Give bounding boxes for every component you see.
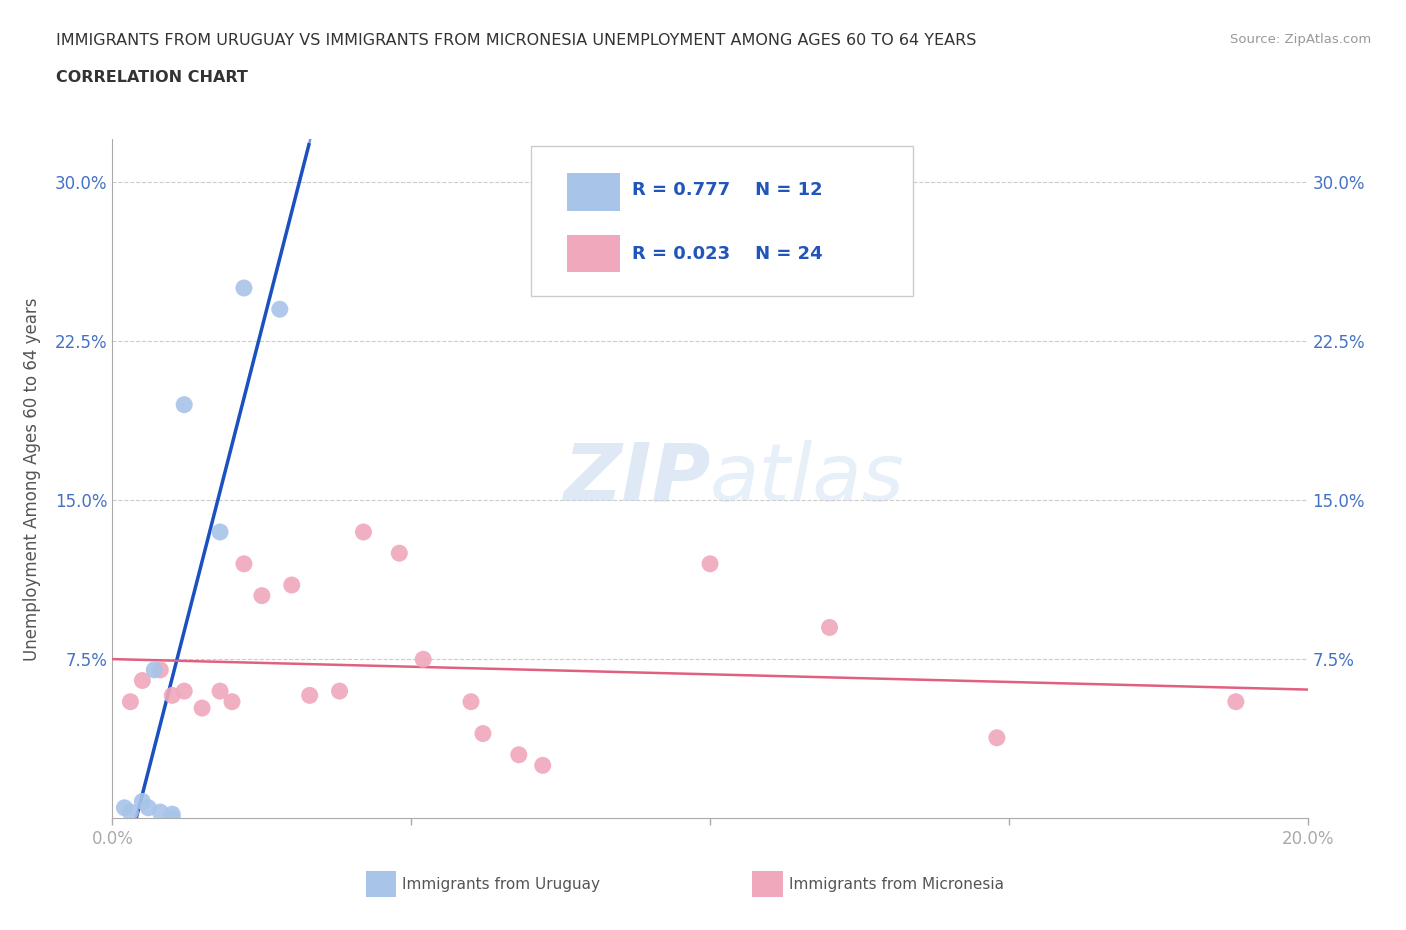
Y-axis label: Unemployment Among Ages 60 to 64 years: Unemployment Among Ages 60 to 64 years [22, 298, 41, 660]
Point [233, 281, 256, 296]
Point [460, 695, 482, 710]
Point [250, 588, 273, 603]
FancyBboxPatch shape [567, 234, 620, 272]
Point [173, 684, 195, 698]
Point [508, 748, 530, 763]
Text: R = 0.023    N = 24: R = 0.023 N = 24 [633, 245, 823, 262]
Point [412, 652, 434, 667]
Point [388, 546, 411, 561]
Point [221, 695, 243, 710]
FancyBboxPatch shape [531, 146, 914, 296]
Point [209, 525, 232, 539]
Point [233, 556, 256, 571]
Point [162, 688, 183, 703]
Point [131, 673, 153, 688]
Point [162, 806, 183, 821]
Point [138, 801, 160, 816]
Point [131, 794, 153, 809]
Text: Source: ZipAtlas.com: Source: ZipAtlas.com [1230, 33, 1371, 46]
Point [162, 811, 183, 826]
Point [699, 556, 721, 571]
Text: IMMIGRANTS FROM URUGUAY VS IMMIGRANTS FROM MICRONESIA UNEMPLOYMENT AMONG AGES 60: IMMIGRANTS FROM URUGUAY VS IMMIGRANTS FR… [56, 33, 977, 47]
Point [149, 662, 172, 677]
Point [986, 730, 1008, 745]
Text: ZIP: ZIP [562, 440, 710, 518]
Point [818, 620, 841, 635]
Point [173, 397, 195, 412]
Text: atlas: atlas [710, 440, 905, 518]
Point [114, 801, 135, 816]
Point [531, 758, 554, 773]
Point [281, 578, 304, 592]
Point [191, 700, 214, 715]
Text: Immigrants from Micronesia: Immigrants from Micronesia [789, 877, 1004, 892]
Text: R = 0.777    N = 12: R = 0.777 N = 12 [633, 181, 823, 199]
Text: Immigrants from Uruguay: Immigrants from Uruguay [402, 877, 600, 892]
Point [269, 301, 291, 316]
Point [298, 688, 321, 703]
Point [1225, 695, 1247, 710]
Point [143, 662, 166, 677]
Point [149, 804, 172, 819]
Point [120, 804, 142, 819]
Point [472, 726, 495, 741]
Point [353, 525, 375, 539]
FancyBboxPatch shape [567, 173, 620, 211]
Text: CORRELATION CHART: CORRELATION CHART [56, 70, 247, 85]
Point [120, 695, 142, 710]
Point [209, 684, 232, 698]
Point [329, 684, 352, 698]
